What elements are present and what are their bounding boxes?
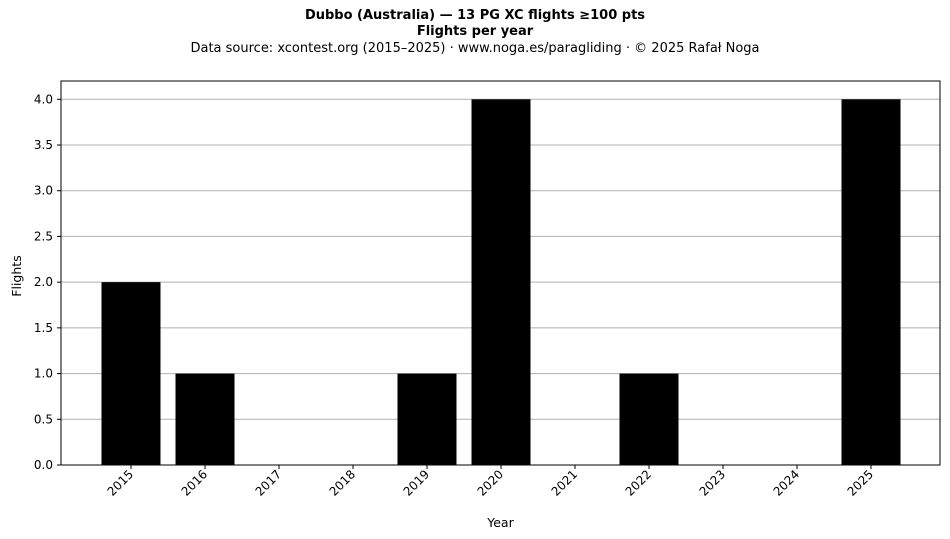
y-tick-label: 2.5 — [34, 229, 53, 243]
x-tick-label: 2016 — [179, 467, 210, 498]
y-tick-label: 3.0 — [34, 184, 53, 198]
y-tick-label: 4.0 — [34, 92, 53, 106]
bar-2020 — [471, 99, 531, 466]
y-tick-label: 1.5 — [34, 321, 53, 335]
x-tick-label: 2024 — [771, 467, 802, 498]
y-tick-label: 3.5 — [34, 138, 53, 152]
x-axis-label: Year — [486, 515, 514, 530]
x-tick-label: 2015 — [105, 467, 136, 498]
x-tick-label: 2023 — [697, 467, 728, 498]
bar-2015 — [101, 282, 161, 465]
y-tick-label: 0.0 — [34, 458, 53, 472]
x-tick-label: 2017 — [253, 467, 284, 498]
x-tick-label: 2022 — [623, 467, 654, 498]
y-axis-label: Flights — [9, 255, 24, 296]
bar-2016 — [175, 373, 235, 465]
bar-2019 — [397, 373, 457, 465]
y-tick-label: 0.5 — [34, 412, 53, 426]
y-tick-label: 1.0 — [34, 367, 53, 381]
bar-2022 — [619, 373, 679, 465]
x-tick-label: 2020 — [475, 467, 506, 498]
x-tick-label: 2018 — [327, 467, 358, 498]
bars — [101, 99, 901, 466]
x-tick-label: 2021 — [549, 467, 580, 498]
chart-subtitle: Flights per year — [416, 24, 534, 39]
chart-title: Dubbo (Australia) — 13 PG XC flights ≥10… — [304, 8, 646, 23]
x-tick-label: 2019 — [401, 467, 432, 498]
chart-source-note: Data source: xcontest.org (2015–2025) · … — [190, 41, 760, 56]
y-tick-label: 2.0 — [34, 275, 53, 289]
plot-frame — [60, 80, 941, 466]
chart-titles: Dubbo (Australia) — 13 PG XC flights ≥10… — [0, 8, 950, 58]
bar-2025 — [841, 99, 901, 466]
x-tick-label: 2025 — [845, 467, 876, 498]
